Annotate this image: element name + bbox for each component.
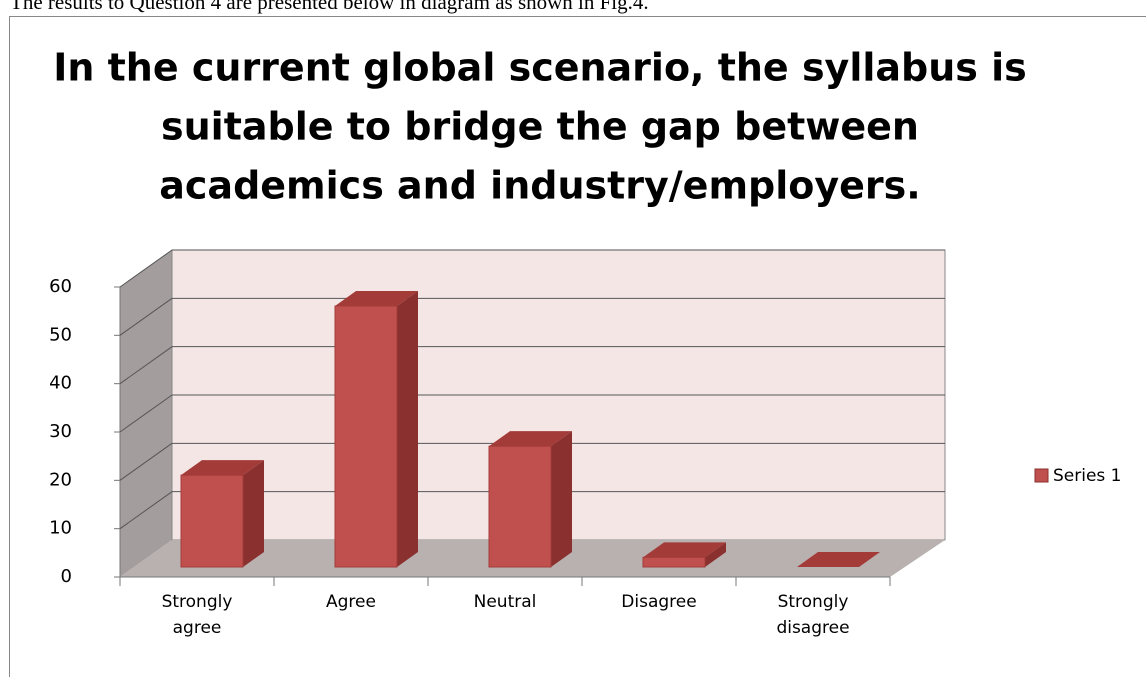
y-tick-label: 30 xyxy=(49,421,72,442)
grid-line xyxy=(119,297,173,336)
x-tick-label: Neutral xyxy=(474,592,537,612)
legend-swatch xyxy=(1034,468,1049,483)
y-tick-label: 40 xyxy=(49,373,72,394)
chart-title: In the current global scenario, the syll… xyxy=(53,46,1027,208)
legend-label: Series 1 xyxy=(1053,466,1122,486)
bar xyxy=(488,445,552,568)
grid-line xyxy=(119,249,173,288)
x-tick-label: Strongly disagree xyxy=(776,592,849,638)
y-tick-label: 10 xyxy=(49,518,72,539)
caption: The results to Question 4 are presented … xyxy=(10,0,649,14)
grid-line xyxy=(119,491,173,530)
bar-side xyxy=(705,542,726,567)
bar-top xyxy=(797,552,880,567)
bar xyxy=(642,556,706,568)
title-line: academics and industry/employers. xyxy=(159,164,920,208)
bar-side xyxy=(551,431,572,567)
x-tick-label: Agree xyxy=(326,592,376,612)
x-tick-label: Disagree xyxy=(621,592,696,612)
x-tick-label: Strongly agree xyxy=(162,592,233,638)
y-tick-label: 50 xyxy=(49,324,72,345)
y-tick-label: 60 xyxy=(49,276,72,297)
title-line: In the current global scenario, the syll… xyxy=(53,46,1027,90)
bar-top xyxy=(181,460,264,476)
y-tick-label: 0 xyxy=(61,566,72,587)
bar xyxy=(180,474,244,568)
bar-top xyxy=(643,542,726,558)
bar xyxy=(334,305,398,568)
y-tick-label: 20 xyxy=(49,469,72,490)
title-line: suitable to bridge the gap between xyxy=(161,105,919,149)
bar-side xyxy=(243,460,264,567)
grid-line xyxy=(119,394,173,433)
bar-top xyxy=(335,291,418,306)
grid-line xyxy=(119,346,173,385)
bar-side xyxy=(397,291,418,567)
bar-top xyxy=(489,431,572,447)
grid-line xyxy=(119,442,173,481)
